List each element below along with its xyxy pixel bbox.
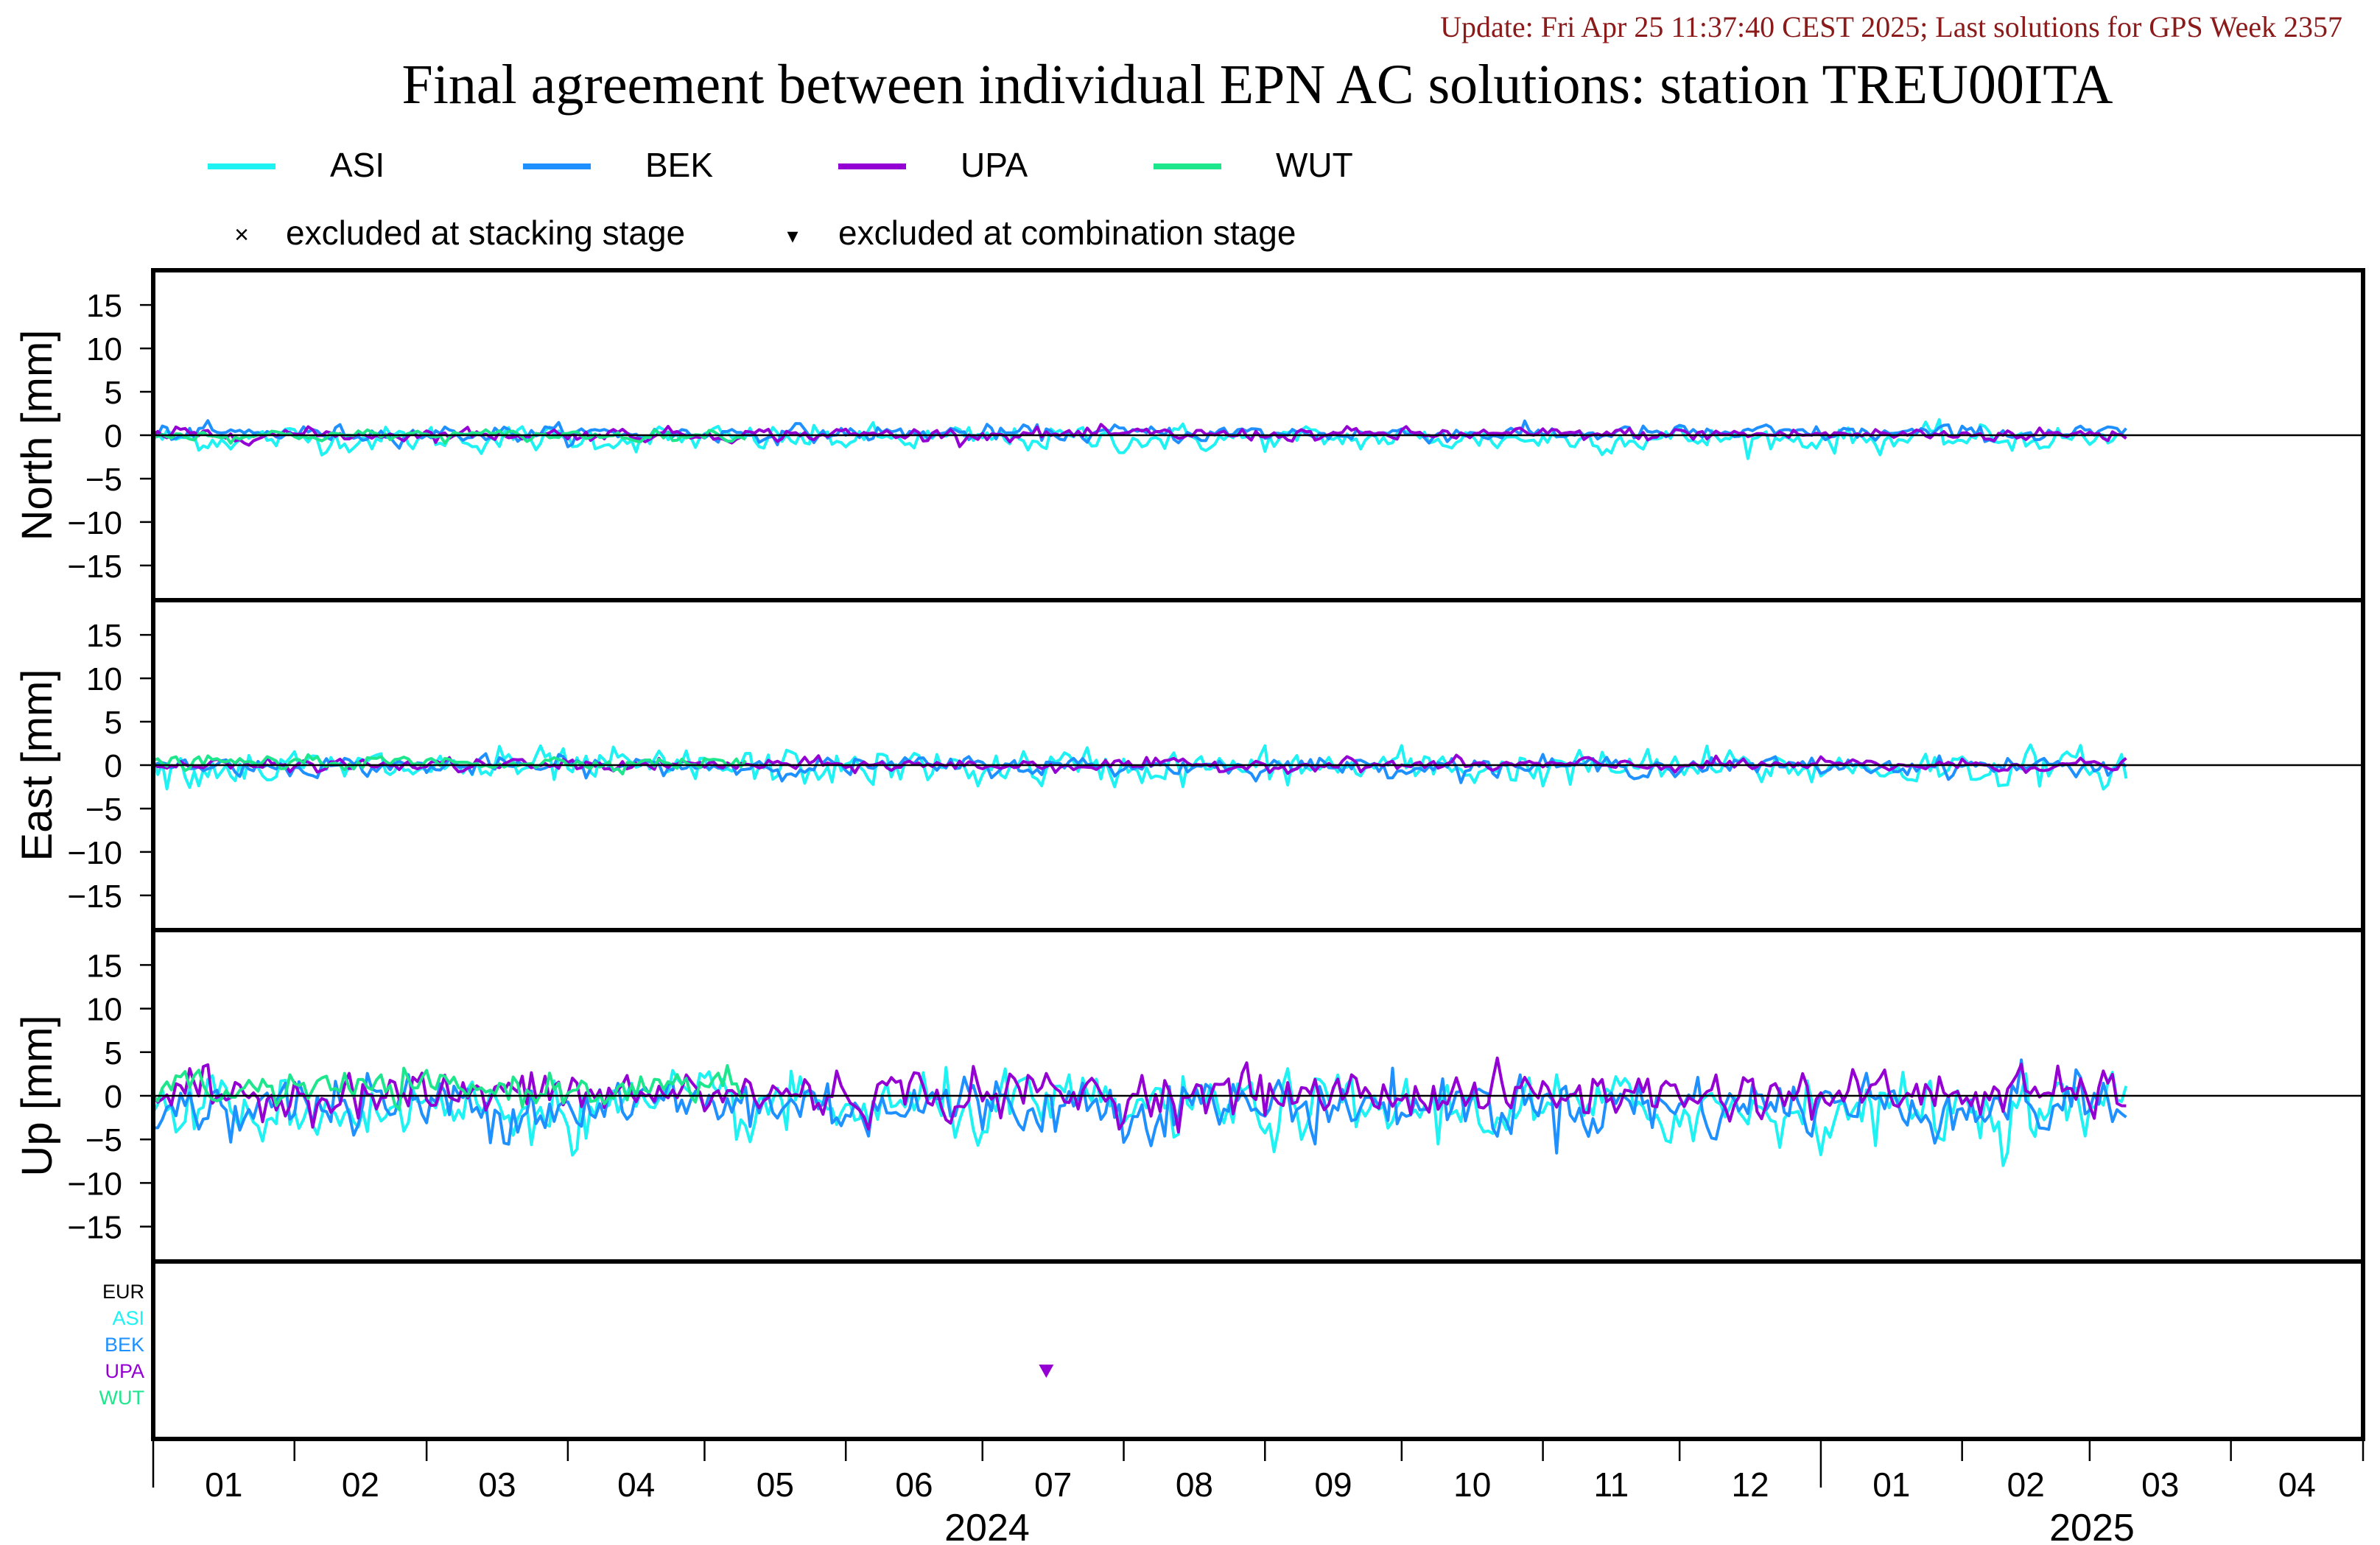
y-tick-label: 10	[86, 331, 122, 367]
y-axis-label: North [mm]	[13, 330, 61, 541]
legend-label-upa: UPA	[961, 146, 1028, 184]
panel-0: −15 −10 −5 0 5 10 15 North [mm]	[13, 268, 2365, 602]
y-tick-label: −5	[85, 1122, 122, 1158]
legend-label-bek: BEK	[645, 146, 713, 184]
legend: ASI BEK UPA WUT × excluded at stacking s…	[208, 146, 1353, 252]
x-month-label: 02	[342, 1465, 379, 1504]
x-month-label: 03	[478, 1465, 516, 1504]
x-month-label: 10	[1453, 1465, 1491, 1504]
legend-label-wut: WUT	[1276, 146, 1353, 184]
y-tick-label: 0	[105, 418, 122, 454]
update-text: Update: Fri Apr 25 11:37:40 CEST 2025; L…	[1440, 10, 2342, 43]
legend-marker-combination-symbol: ▾	[787, 224, 798, 248]
exclusion-label-asi: ASI	[112, 1307, 144, 1329]
x-axis: 01 02 03 04 05 06 07 08 09 10 11 12 01 02 03 04 2024 2025	[152, 1439, 2365, 1545]
y-tick-label: −10	[67, 505, 122, 541]
legend-label-asi: ASI	[330, 146, 385, 184]
y-tick-label: 10	[86, 661, 122, 697]
exclusion-panel: EUR ASI BEK UPA WUT	[99, 1259, 2365, 1441]
x-year-label: 2025	[2049, 1507, 2135, 1545]
series-asi-line	[153, 743, 2128, 791]
exclusion-marker-upa	[1039, 1365, 1054, 1378]
y-tick-label: 15	[86, 948, 122, 984]
y-tick-label: −15	[67, 549, 122, 585]
x-month-label: 03	[2141, 1465, 2179, 1504]
y-tick-label: 15	[86, 618, 122, 654]
y-tick-label: 5	[105, 1035, 122, 1071]
x-month-label: 06	[895, 1465, 933, 1504]
series-wut-line	[153, 753, 747, 775]
exclusion-label-bek: BEK	[105, 1334, 144, 1356]
x-month-label: 04	[617, 1465, 655, 1504]
series-wut-line	[153, 1064, 747, 1111]
x-month-label: 07	[1034, 1465, 1072, 1504]
x-month-label: 02	[2007, 1465, 2045, 1504]
y-tick-label: 5	[105, 705, 122, 741]
series-upa-line	[153, 753, 2127, 775]
y-tick-label: −5	[85, 462, 122, 498]
x-month-label: 04	[2278, 1465, 2316, 1504]
y-tick-label: −10	[67, 835, 122, 871]
series-upa-line	[153, 1056, 2127, 1134]
y-tick-label: −5	[85, 792, 122, 828]
y-tick-label: 0	[105, 1079, 122, 1115]
x-month-label: 08	[1176, 1465, 1213, 1504]
y-tick-label: −10	[67, 1166, 122, 1202]
legend-marker-combination-label: excluded at combination stage	[838, 214, 1296, 252]
chart-title: Final agreement between individual EPN A…	[402, 54, 2113, 116]
x-month-label: 05	[757, 1465, 794, 1504]
legend-marker-stacking-label: excluded at stacking stage	[286, 214, 685, 252]
series-bek-line	[153, 1058, 2127, 1155]
exclusion-label-eur: EUR	[102, 1281, 144, 1303]
x-month-label: 01	[1872, 1465, 1910, 1504]
series-asi-line	[153, 418, 2127, 460]
series-wut-line	[153, 428, 747, 445]
y-tick-label: 10	[86, 992, 122, 1028]
exclusion-label-upa: UPA	[105, 1360, 144, 1382]
x-month-label: 09	[1314, 1465, 1352, 1504]
legend-marker-stacking-symbol: ×	[234, 221, 249, 249]
exclusion-label-wut: WUT	[99, 1387, 144, 1409]
x-year-label: 2024	[944, 1507, 1030, 1545]
y-tick-label: 0	[105, 748, 122, 784]
exclusion-panel-frame	[151, 1259, 2365, 1441]
y-axis-label: Up [mm]	[13, 1015, 61, 1176]
x-month-label: 11	[1593, 1465, 1629, 1504]
y-tick-label: 15	[86, 288, 122, 324]
panel-2: −15 −10 −5 0 5 10 15 Up [mm]	[13, 928, 2365, 1264]
panel-1: −15 −10 −5 0 5 10 15 East [mm]	[13, 598, 2365, 932]
x-month-label: 01	[205, 1465, 242, 1504]
y-axis-label: East [mm]	[13, 669, 61, 861]
x-month-label: 12	[1731, 1465, 1769, 1504]
y-tick-label: −15	[67, 1210, 122, 1246]
y-tick-label: −15	[67, 879, 122, 915]
y-tick-label: 5	[105, 375, 122, 411]
